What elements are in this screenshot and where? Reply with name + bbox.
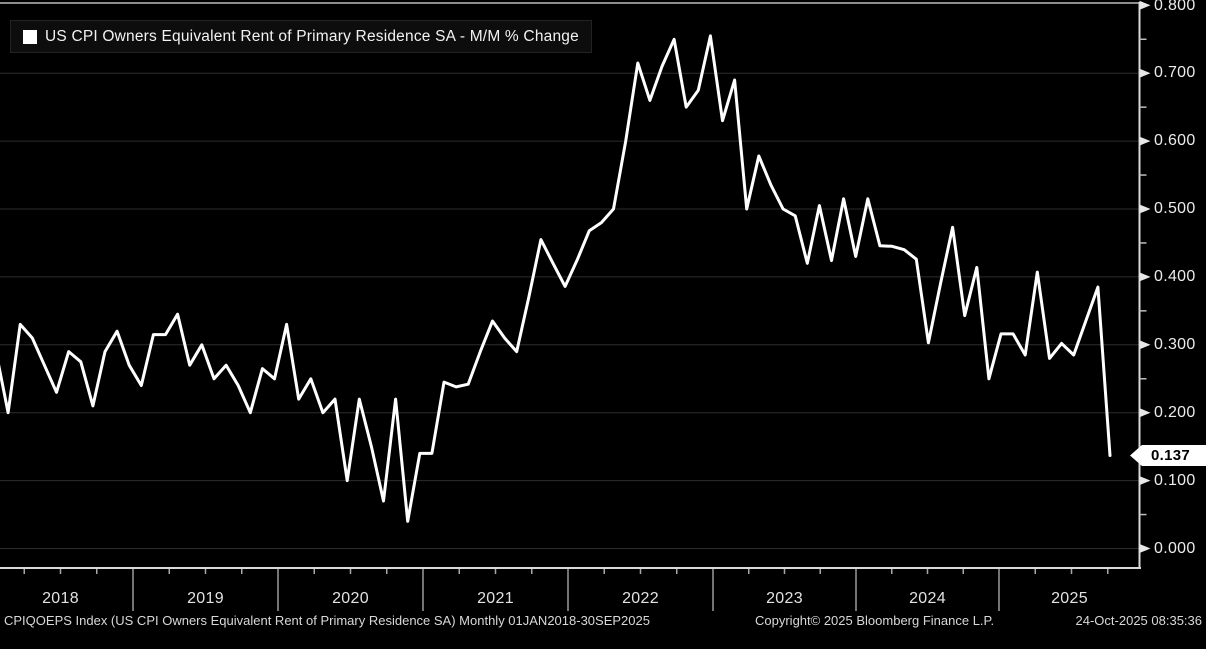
data-line-series — [0, 34, 1112, 523]
y-major-tick-arrow — [1139, 544, 1151, 553]
y-axis-tick-label: 0.800 — [1154, 0, 1196, 14]
last-value-text: 0.137 — [1151, 446, 1191, 464]
x-axis-year-label: 2019 — [187, 590, 224, 607]
y-axis-tick-label: 0.500 — [1154, 200, 1196, 217]
y-major-tick-arrow — [1139, 476, 1151, 486]
y-major-tick-arrow — [1139, 340, 1151, 350]
x-axis-year-label: 2023 — [766, 590, 803, 607]
y-axis-tick-label: 0.000 — [1154, 539, 1196, 557]
x-axis-year-label: 2020 — [332, 590, 369, 607]
last-value-badge: 0.137 — [1130, 444, 1206, 466]
y-major-tick-arrow — [1139, 0, 1151, 10]
y-axis-tick-label: 0.700 — [1154, 64, 1196, 82]
y-axis-tick-label: 0.300 — [1154, 335, 1196, 353]
y-major-tick-arrow — [1139, 68, 1151, 78]
y-major-tick-arrow — [1139, 136, 1151, 146]
legend-item[interactable]: US CPI Owners Equivalent Rent of Primary… — [10, 20, 592, 53]
legend-label: US CPI Owners Equivalent Rent of Primary… — [45, 27, 579, 45]
y-axis-tick-label: 0.600 — [1154, 132, 1196, 150]
y-axis-tick-label: 0.100 — [1154, 471, 1196, 489]
ticker-description: CPIQOEPS Index (US CPI Owners Equivalent… — [4, 613, 650, 628]
x-axis-year-label: 2022 — [622, 590, 659, 607]
y-axis-tick-label: 0.400 — [1154, 267, 1196, 285]
timestamp-text: 24-Oct-2025 08:35:36 — [1075, 613, 1202, 628]
y-major-tick-arrow — [1139, 272, 1151, 282]
legend-swatch-icon — [23, 29, 37, 44]
x-axis-year-label: 2018 — [42, 590, 79, 607]
y-major-tick-arrow — [1139, 408, 1151, 418]
x-axis-year-label: 2021 — [477, 590, 514, 607]
copyright-text: Copyright© 2025 Bloomberg Finance L.P. — [755, 613, 995, 628]
x-axis-year-label: 2024 — [909, 590, 946, 607]
x-axis-year-label: 2025 — [1051, 590, 1088, 607]
footer-bar: CPIQOEPS Index (US CPI Owners Equivalent… — [0, 613, 1206, 631]
y-axis-tick-label: 0.200 — [1154, 403, 1196, 421]
y-major-tick-arrow — [1139, 204, 1151, 214]
